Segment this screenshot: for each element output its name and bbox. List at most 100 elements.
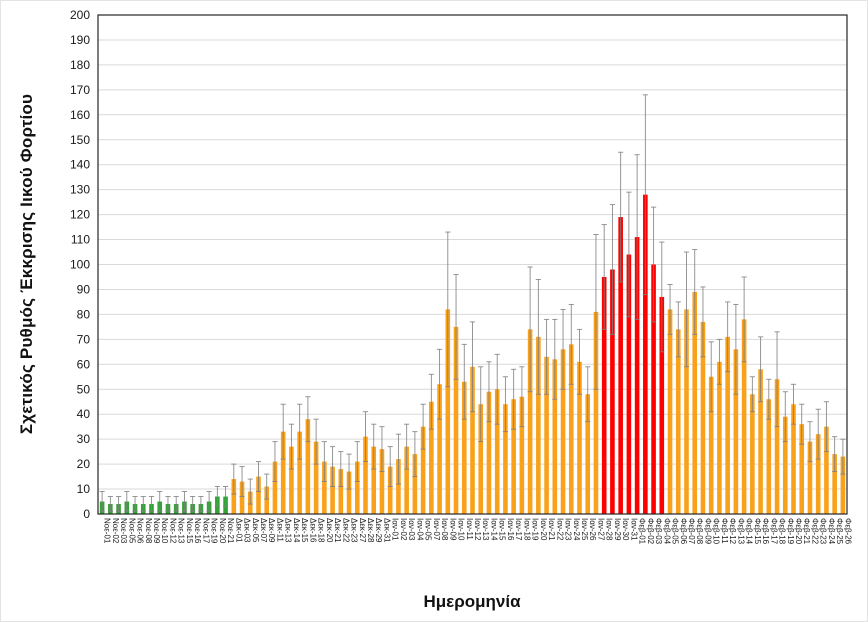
y-tick-label: 70: [77, 332, 91, 346]
bar: [758, 369, 763, 514]
y-tick-label: 160: [70, 108, 90, 122]
x-tick-label: Φεβ-08: [695, 518, 704, 545]
x-tick-label: Ιαν-16: [506, 518, 515, 541]
bar: [618, 217, 623, 514]
x-tick-label: Δεκ-11: [275, 518, 284, 542]
x-tick-label: Φεβ-07: [687, 518, 696, 545]
x-tick-label: Δεκ-29: [374, 518, 383, 543]
y-tick-label: 0: [83, 507, 90, 521]
bar: [577, 361, 582, 514]
bar: [824, 426, 829, 514]
bar: [766, 399, 772, 514]
x-tick-label: Δεκ-14: [292, 518, 301, 543]
y-tick-label: 170: [70, 83, 90, 97]
x-tick-label: Νοε-01: [103, 518, 112, 544]
x-tick-label: Ιαν-07: [432, 518, 441, 541]
x-tick-label: Δεκ-16: [308, 518, 317, 543]
bar: [568, 344, 574, 514]
x-tick-label: Ιαν-19: [531, 518, 540, 541]
bar: [470, 366, 475, 514]
bar: [322, 461, 327, 514]
x-tick-label: Φεβ-18: [778, 518, 787, 545]
x-tick-label: Φεβ-21: [802, 518, 811, 545]
x-tick-label: Φεβ-02: [646, 518, 655, 545]
bar: [791, 404, 796, 514]
x-tick-label: Νοε-09: [152, 518, 161, 544]
bar: [231, 479, 237, 514]
bar: [354, 461, 360, 514]
bar: [461, 381, 467, 514]
x-tick-label: Νοε-10: [160, 518, 169, 544]
bar: [289, 446, 294, 514]
x-tick-label: Νοε-19: [210, 518, 219, 544]
x-tick-label: Δεκ-09: [267, 518, 276, 543]
bar: [239, 481, 245, 514]
x-tick-label: Ιαν-28: [605, 518, 614, 541]
x-tick-label: Νοε-21: [226, 518, 235, 544]
x-tick-label: Νοε-13: [177, 518, 186, 544]
bar: [453, 326, 459, 514]
x-tick-label: Δεκ-23: [350, 518, 359, 543]
x-tick-label: Φεβ-23: [819, 518, 828, 545]
bar: [626, 254, 632, 514]
bar: [807, 441, 813, 514]
x-tick-label: Φεβ-13: [736, 518, 745, 545]
bar: [404, 446, 409, 514]
x-tick-label: Ιαν-08: [440, 518, 449, 541]
y-tick-label: 140: [70, 158, 90, 172]
y-tick-label: 20: [77, 457, 91, 471]
bar: [437, 384, 442, 514]
x-tick-label: Ιαν-12: [473, 518, 482, 541]
bar: [429, 401, 434, 514]
bar: [725, 336, 730, 514]
bar: [659, 296, 665, 514]
bar: [774, 379, 780, 514]
bar: [412, 454, 418, 514]
x-tick-label: Φεβ-12: [728, 518, 737, 545]
bar: [297, 431, 302, 514]
bar: [815, 434, 821, 514]
x-tick-label: Νοε-16: [193, 518, 202, 544]
x-tick-label: Δεκ-20: [325, 518, 334, 543]
bar: [840, 456, 846, 514]
bar: [503, 404, 508, 514]
bar: [684, 309, 689, 514]
y-tick-label: 130: [70, 183, 90, 197]
x-tick-label: Φεβ-17: [769, 518, 778, 545]
bar: [305, 419, 311, 514]
y-tick-label: 60: [77, 357, 91, 371]
x-tick-label: Φεβ-24: [827, 518, 836, 545]
bar: [396, 459, 401, 514]
bar: [750, 394, 755, 514]
bar: [782, 416, 788, 514]
x-tick-label: Ιαν-05: [424, 518, 433, 541]
y-tick-label: 190: [70, 33, 90, 47]
x-tick-label: Ιαν-22: [555, 518, 564, 541]
y-tick-label: 200: [70, 8, 90, 22]
x-tick-label: Ιαν-13: [481, 518, 490, 541]
bar: [371, 446, 377, 514]
x-tick-label: Ιαν-30: [621, 518, 630, 541]
bar: [519, 396, 525, 514]
bar: [544, 356, 549, 514]
bar: [536, 336, 541, 514]
bar: [832, 454, 837, 514]
x-tick-label: Νοε-06: [136, 518, 145, 544]
bar: [264, 486, 270, 514]
bar: [552, 359, 558, 514]
x-tick-label: Φεβ-05: [671, 518, 680, 545]
bar: [445, 309, 451, 514]
y-tick-label: 150: [70, 133, 90, 147]
x-tick-label: Φεβ-11: [720, 518, 729, 544]
y-tick-label: 40: [77, 407, 91, 421]
x-tick-label: Ιαν-11: [465, 518, 474, 540]
x-tick-label: Ιαν-09: [448, 518, 457, 541]
bar: [675, 329, 681, 514]
bar: [733, 349, 739, 514]
bar: [708, 376, 714, 514]
x-tick-label: Νοε-03: [119, 518, 128, 544]
x-tick-label: Φεβ-16: [761, 518, 770, 545]
bar: [379, 449, 385, 514]
x-tick-label: Φεβ-19: [786, 518, 795, 545]
